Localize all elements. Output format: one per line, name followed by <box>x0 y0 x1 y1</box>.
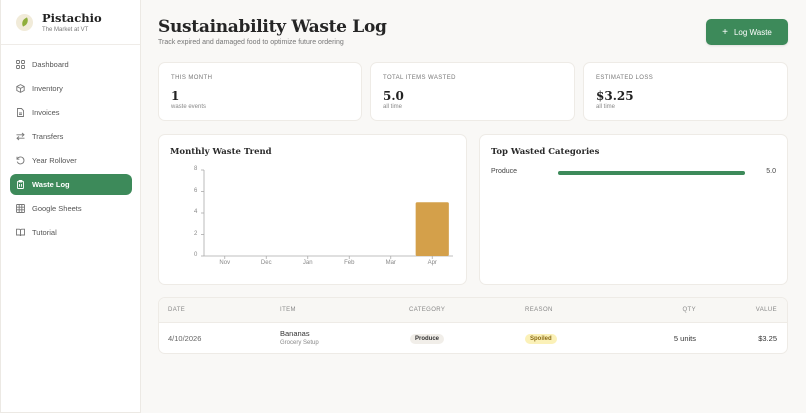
sheet-icon <box>16 204 25 213</box>
page-title: Sustainability Waste Log <box>158 17 387 37</box>
grid-icon <box>16 60 25 69</box>
page-subtitle: Track expired and damaged food to optimi… <box>158 39 344 46</box>
chart-bar[interactable] <box>415 202 449 256</box>
stat-sub: waste events <box>171 104 207 110</box>
sidebar-item-label: Tutorial <box>32 228 57 237</box>
sidebar-item-transfers[interactable]: Transfers <box>10 126 132 147</box>
table-row[interactable]: 4/10/2026 Bananas Grocery Setup Produce … <box>159 323 787 353</box>
column-header-item[interactable]: ITEM <box>280 307 296 313</box>
stat-card-total-items: TOTAL ITEMS WASTED 5.0 all time <box>370 62 575 121</box>
y-tick-label: 0 <box>194 252 198 258</box>
category-bar-track <box>558 171 745 175</box>
sidebar-item-inventory[interactable]: Inventory <box>10 78 132 99</box>
clipboard-trash-icon <box>16 180 25 189</box>
sidebar-item-label: Year Rollover <box>32 156 77 165</box>
stat-label: THIS MONTH <box>171 75 213 81</box>
x-tick-label: Apr <box>427 260 437 266</box>
cell-item-sub: Grocery Setup <box>280 340 319 346</box>
monthly-waste-trend-chart: 0 2 4 6 8 Nov Dec Jan Feb Mar Apr <box>159 135 468 291</box>
sidebar-item-year-rollover[interactable]: Year Rollover <box>10 150 132 171</box>
sidebar-nav: Dashboard Inventory Invoices Transfers Y… <box>1 45 140 243</box>
sidebar-item-label: Dashboard <box>32 60 69 69</box>
x-tick-label: Feb <box>344 260 355 266</box>
top-wasted-categories-card: Top Wasted Categories Produce 5.0 <box>479 134 788 285</box>
column-header-date[interactable]: DATE <box>168 307 186 313</box>
sidebar-item-tutorial[interactable]: Tutorial <box>10 222 132 243</box>
x-tick-label: Dec <box>260 260 272 266</box>
log-waste-label: Log Waste <box>733 27 772 37</box>
sidebar-item-dashboard[interactable]: Dashboard <box>10 54 132 75</box>
brand[interactable]: Pistachio The Market at VT <box>1 0 140 45</box>
sidebar-item-label: Invoices <box>32 108 60 117</box>
cell-date: 4/10/2026 <box>168 334 202 343</box>
sidebar-item-label: Google Sheets <box>32 204 82 213</box>
box-icon <box>16 84 25 93</box>
stat-sub: all time <box>383 104 403 110</box>
table-header: DATE ITEM CATEGORY REASON QTY VALUE <box>159 298 787 323</box>
rotate-ccw-icon <box>16 156 25 165</box>
monthly-waste-trend-card: Monthly Waste Trend 0 2 4 6 8 Nov Dec Jan Feb Ma… <box>158 134 467 285</box>
reason-badge: Spoiled <box>525 334 557 344</box>
categories-title: Top Wasted Categories <box>491 147 600 157</box>
stat-card-estimated-loss: ESTIMATED LOSS $3.25 all time <box>583 62 788 121</box>
cell-value: $3.25 <box>758 334 777 343</box>
column-header-value[interactable]: VALUE <box>755 307 777 313</box>
sidebar-item-invoices[interactable]: Invoices <box>10 102 132 123</box>
x-tick-label: Nov <box>219 260 231 266</box>
column-header-reason[interactable]: REASON <box>525 307 553 313</box>
category-value: 5.0 <box>766 168 776 175</box>
arrows-swap-icon <box>16 132 25 141</box>
x-tick-label: Mar <box>385 260 396 266</box>
chart-svg <box>201 169 453 259</box>
stat-value: 5.0 <box>383 89 404 103</box>
plus-icon: + <box>722 26 728 38</box>
sidebar-item-google-sheets[interactable]: Google Sheets <box>10 198 132 219</box>
y-tick-label: 4 <box>194 209 198 215</box>
x-tick-label: Jan <box>302 260 313 266</box>
column-header-category[interactable]: CATEGORY <box>409 307 446 313</box>
stat-value: $3.25 <box>596 89 634 103</box>
log-waste-button[interactable]: + Log Waste <box>706 19 788 45</box>
stat-card-this-month: THIS MONTH 1 waste events <box>158 62 362 121</box>
cell-qty: 5 units <box>673 334 696 343</box>
category-name: Produce <box>491 168 518 175</box>
sidebar: Pistachio The Market at VT Dashboard Inv… <box>0 0 141 413</box>
column-header-qty[interactable]: QTY <box>682 307 696 313</box>
book-open-icon <box>16 228 25 237</box>
y-tick-label: 6 <box>194 187 198 194</box>
sidebar-item-waste-log[interactable]: Waste Log <box>10 174 132 195</box>
y-tick-label: 8 <box>194 166 198 172</box>
pistachio-leaf-icon <box>16 13 33 31</box>
file-icon <box>16 108 25 117</box>
sidebar-item-label: Inventory <box>32 84 63 93</box>
stat-value: 1 <box>171 89 180 103</box>
cell-item: Bananas <box>280 329 310 338</box>
stat-label: ESTIMATED LOSS <box>596 75 654 81</box>
sidebar-item-label: Waste Log <box>32 180 70 189</box>
brand-subtitle: The Market at VT <box>42 26 89 33</box>
category-badge: Produce <box>410 334 445 344</box>
stat-sub: all time <box>596 104 616 110</box>
chart-title: Monthly Waste Trend <box>170 147 272 157</box>
y-tick-label: 2 <box>194 230 198 237</box>
category-row: Produce 5.0 <box>491 168 776 178</box>
waste-log-table: DATE ITEM CATEGORY REASON QTY VALUE 4/10… <box>158 297 788 354</box>
category-bar <box>558 171 745 175</box>
sidebar-item-label: Transfers <box>32 132 64 141</box>
brand-name: Pistachio <box>42 10 102 25</box>
stat-label: TOTAL ITEMS WASTED <box>383 75 456 81</box>
